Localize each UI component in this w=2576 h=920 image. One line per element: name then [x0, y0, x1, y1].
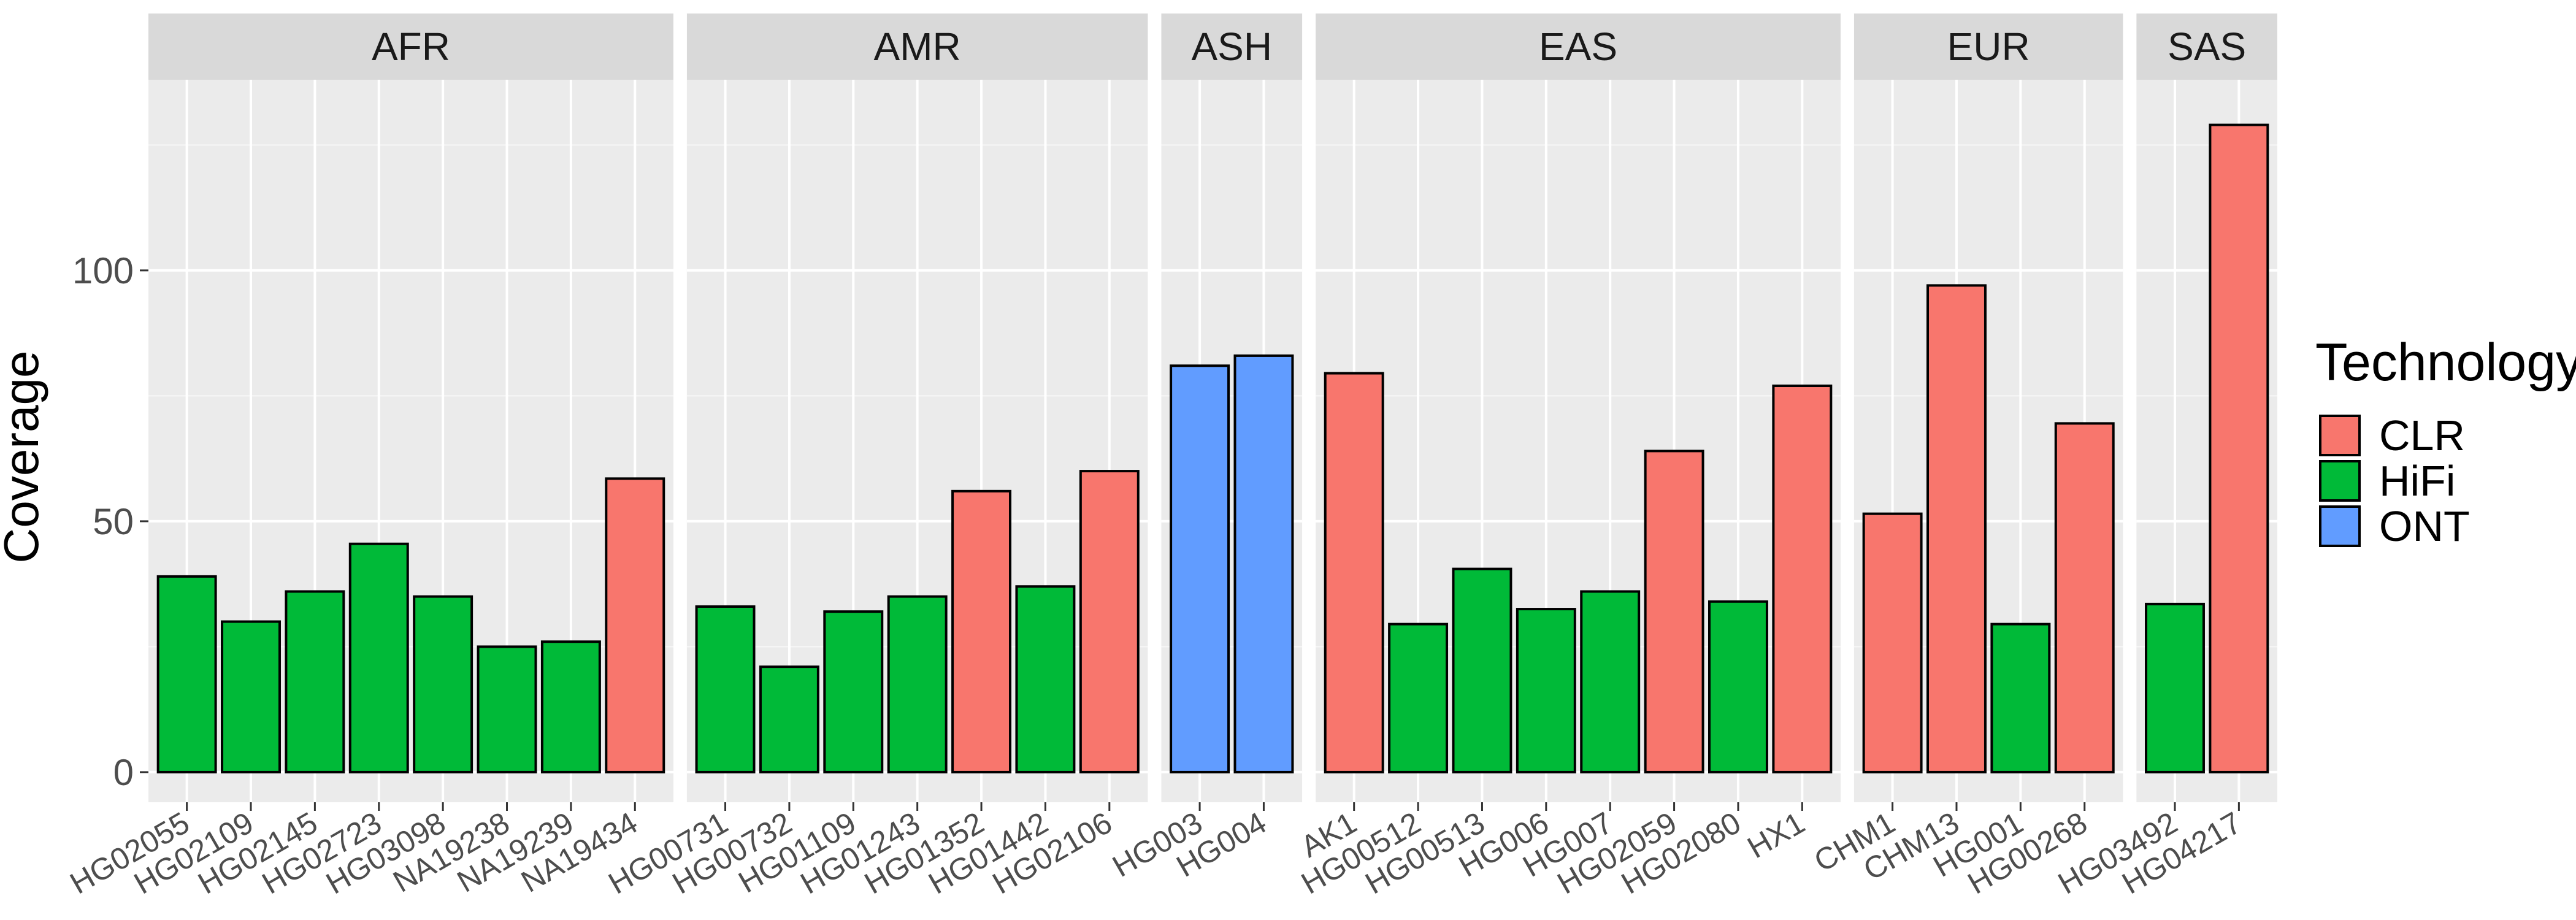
bar-ak1 — [1324, 372, 1384, 773]
bar-hg00512 — [1388, 623, 1449, 773]
bar-hg02109 — [221, 620, 281, 773]
legend-item-clr: CLR — [2319, 412, 2465, 459]
y-axis-title: Coverage — [0, 351, 48, 564]
bar-hg01352 — [951, 489, 1012, 773]
bar-na19238 — [477, 645, 537, 773]
bar-hg03492 — [2145, 602, 2205, 773]
facet-strip-label: AMR — [874, 25, 961, 69]
facet-strip — [686, 13, 1148, 80]
bar-na19239 — [540, 640, 601, 773]
bar-hg02059 — [1644, 450, 1704, 773]
y-axis: 0 50 100 — [72, 250, 148, 793]
bar-hg02055 — [156, 575, 217, 773]
facet-strip-label: EUR — [1947, 25, 2030, 69]
facet-panel-eas: EASAK1HG00512HG00513HG006HG007HG02059HG0… — [1295, 13, 1841, 901]
bar-hg007 — [1580, 590, 1641, 773]
facet-strip — [1316, 13, 1841, 80]
legend-key-ont — [2319, 505, 2361, 547]
facet-panels: AFRHG02055HG02109HG02145HG02723HG03098NA… — [64, 13, 2277, 901]
facet-strip-label: AFR — [372, 25, 450, 69]
y-tick-label: 50 — [93, 501, 134, 542]
bar-hg04217 — [2209, 123, 2269, 773]
x-tick-label: HX1 — [1742, 805, 1811, 865]
bar-hg03098 — [413, 595, 473, 773]
bar-hg00513 — [1452, 567, 1512, 773]
legend-item-ont: ONT — [2319, 502, 2470, 550]
bar-chm1 — [1862, 512, 1923, 773]
facet-strip-label: SAS — [2168, 25, 2246, 69]
y-tick-label: 100 — [72, 250, 134, 291]
bar-hg02080 — [1708, 600, 1768, 773]
legend-label: ONT — [2379, 502, 2470, 550]
bar-hg01109 — [823, 610, 884, 773]
bar-hg01442 — [1015, 585, 1076, 773]
facet-strip-label: ASH — [1191, 25, 1272, 69]
facet-strip-label: EAS — [1539, 25, 1617, 69]
bar-na19434 — [605, 477, 665, 773]
legend-label: CLR — [2379, 412, 2465, 459]
bar-hg02145 — [285, 590, 345, 773]
facet-panel-afr: AFRHG02055HG02109HG02145HG02723HG03098NA… — [64, 13, 673, 901]
facet-strip — [1161, 13, 1303, 80]
facet-strip — [2136, 13, 2277, 80]
facet-panel-amr: AMRHG00731HG00732HG01109HG01243HG01352HG… — [603, 13, 1148, 901]
bar-hg02723 — [348, 542, 409, 773]
bar-hg00731 — [695, 605, 756, 773]
bar-hg00732 — [759, 665, 819, 773]
facet-strip — [1853, 13, 2123, 80]
bar-hg003 — [1170, 364, 1230, 773]
bar-hg02106 — [1079, 470, 1140, 773]
legend-key-clr — [2319, 415, 2361, 456]
bar-hg006 — [1516, 608, 1576, 773]
legend-title: Technology — [2315, 333, 2576, 392]
y-tick-label: 0 — [113, 752, 134, 793]
bar-hg01243 — [887, 595, 948, 773]
bar-hg00268 — [2054, 422, 2115, 773]
legend-label: HiFi — [2379, 457, 2455, 505]
facet-strip — [148, 13, 673, 80]
bar-hg004 — [1233, 354, 1294, 773]
bar-hx1 — [1772, 385, 1833, 773]
legend-key-hifi — [2319, 460, 2361, 502]
legend-item-hifi: HiFi — [2319, 457, 2455, 505]
bar-hg001 — [1990, 623, 2051, 773]
bar-chm13 — [1926, 284, 1987, 773]
